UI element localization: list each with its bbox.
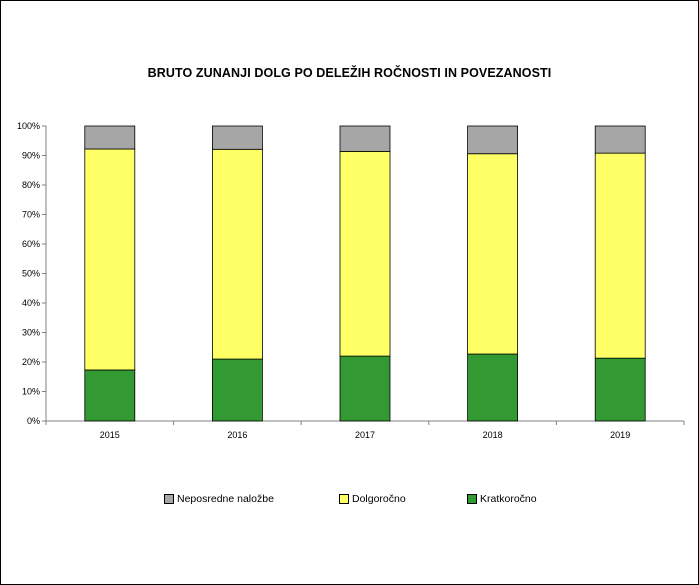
bar-segment-dolgoro-no [467, 153, 519, 355]
x-tick-label: 2016 [227, 430, 247, 440]
y-tick-label: 10% [22, 387, 40, 397]
legend-swatch [339, 494, 349, 504]
x-tick-label: 2017 [355, 430, 375, 440]
bar-segment-neposredne-nalo-be [339, 125, 391, 152]
legend-item: Dolgoročno [339, 493, 406, 505]
y-tick-label: 40% [22, 298, 40, 308]
bar-segment-kratkoro-no [339, 355, 391, 422]
legend-item: Kratkoročno [467, 493, 537, 505]
legend-label: Dolgoročno [352, 493, 406, 505]
x-tick-label: 2015 [100, 430, 120, 440]
legend-label: Kratkoročno [480, 493, 537, 505]
bar-segment-kratkoro-no [594, 357, 646, 422]
y-tick-label: 90% [22, 151, 40, 161]
y-tick-label: 50% [22, 269, 40, 279]
bar-segment-neposredne-nalo-be [211, 125, 263, 150]
bar-segment-dolgoro-no [84, 148, 136, 371]
y-tick-label: 20% [22, 357, 40, 367]
bar-segment-kratkoro-no [467, 353, 519, 422]
bar-segment-kratkoro-no [211, 358, 263, 422]
bar-segment-neposredne-nalo-be [467, 125, 519, 155]
x-tick-label: 2018 [483, 430, 503, 440]
bar-segment-dolgoro-no [594, 152, 646, 359]
bar-segment-neposredne-nalo-be [84, 125, 136, 150]
bar-segment-dolgoro-no [211, 148, 263, 360]
x-tick-label: 2019 [610, 430, 630, 440]
bar-segment-kratkoro-no [84, 369, 136, 422]
legend-swatch [467, 494, 477, 504]
y-tick-label: 30% [22, 328, 40, 338]
y-tick-label: 0% [27, 416, 40, 426]
y-tick-label: 80% [22, 180, 40, 190]
bar-segment-dolgoro-no [339, 150, 391, 357]
y-tick-label: 70% [22, 210, 40, 220]
legend-label: Neposredne naložbe [177, 493, 274, 505]
chart-title: BRUTO ZUNANJI DOLG PO DELEŽIH ROČNOSTI I… [147, 66, 552, 80]
y-tick-label: 100% [17, 121, 40, 131]
legend-swatch [164, 494, 174, 504]
bar-segment-neposredne-nalo-be [594, 125, 646, 154]
y-tick-label: 60% [22, 239, 40, 249]
legend-item: Neposredne naložbe [164, 493, 274, 505]
chart-legend: Neposredne naložbe Dolgoročno Kratkoročno [0, 493, 699, 509]
